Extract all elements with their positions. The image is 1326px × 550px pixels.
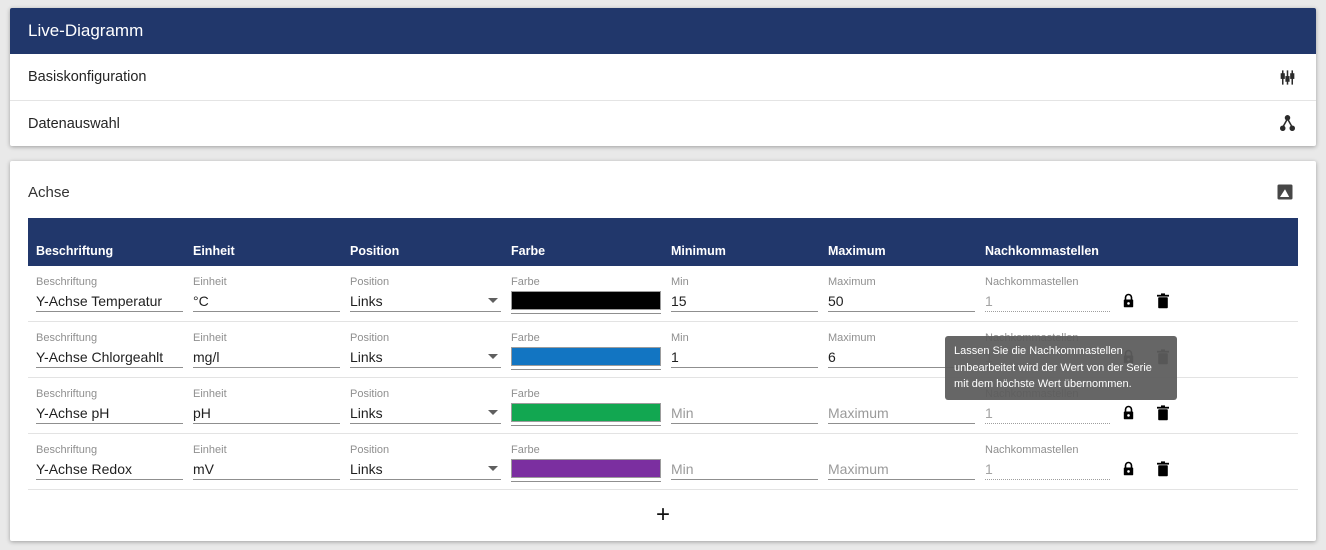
field-label: Beschriftung [36,276,98,288]
axis-table: Beschriftung Einheit Position Farbe Mini… [28,218,1298,540]
page-title: Live-Diagramm [28,21,144,40]
max-input[interactable]: Maximum [828,458,975,480]
field-label: Position [350,332,390,344]
color-swatch [511,459,661,478]
color-input[interactable] [511,291,661,314]
max-input[interactable]: 50 [828,290,975,312]
column-header-position: Position [350,244,400,258]
field-label: Farbe [511,332,540,344]
position-select-value: Links [350,348,383,365]
config-card: Live-Diagramm Basiskonfiguration Datenau… [10,8,1316,146]
field-label: Position [350,276,390,288]
min-input[interactable]: 15 [671,290,818,312]
column-header-beschriftung: Beschriftung [36,244,114,258]
tune-vertical-icon[interactable] [1276,66,1298,88]
nachkommastellen-input: 1 [985,402,1110,424]
section-label: Datenauswahl [28,115,120,132]
column-header-maximum: Maximum [828,244,886,258]
trash-icon[interactable] [1156,461,1170,477]
color-swatch [511,347,661,366]
position-select-value: Links [350,292,383,309]
axis-table-header: Beschriftung Einheit Position Farbe Mini… [28,218,1298,266]
column-header-minimum: Minimum [671,244,726,258]
beschriftung-input[interactable]: Y-Achse Temperatur [36,290,183,312]
chevron-down-icon [488,354,498,359]
beschriftung-input[interactable]: Y-Achse Redox [36,458,183,480]
chevron-down-icon [488,410,498,415]
min-input[interactable]: 1 [671,346,818,368]
color-input[interactable] [511,347,661,370]
field-label: Farbe [511,276,540,288]
column-header-nachkommastellen: Nachkommastellen [985,244,1099,258]
field-label [671,443,818,458]
column-header-einheit: Einheit [193,244,235,258]
beschriftung-input[interactable]: Y-Achse pH [36,402,183,424]
chevron-down-icon [488,466,498,471]
field-label [828,443,975,458]
min-input[interactable]: Min [671,402,818,424]
axis-row: Beschriftung Y-Achse Redox Einheit mV Po… [28,434,1298,490]
field-label: Farbe [511,444,540,456]
nachkommastellen-input: 1 [985,290,1110,312]
color-swatch [511,291,661,310]
position-select[interactable]: Links [350,402,501,424]
field-label: Beschriftung [36,388,98,400]
min-input[interactable]: Min [671,458,818,480]
field-label: Einheit [193,332,227,344]
axis-panel-title: Achse [28,183,70,201]
plus-icon[interactable]: + [655,501,670,528]
lock-icon[interactable] [1122,293,1135,309]
position-select[interactable]: Links [350,346,501,368]
share-fork-icon[interactable] [1276,113,1298,135]
position-select[interactable]: Links [350,290,501,312]
axis-row: Beschriftung Y-Achse Chlorgeahlt Einheit… [28,322,1298,378]
einheit-input[interactable]: °C [193,290,340,312]
trash-icon[interactable] [1156,293,1170,309]
add-axis-row: + [28,490,1298,540]
section-label: Basiskonfiguration [28,69,147,85]
axis-row: Beschriftung Y-Achse Temperatur Einheit … [28,266,1298,322]
window-titlebar: Live-Diagramm [10,8,1316,54]
field-label: Position [350,388,390,400]
field-label: Maximum [828,276,876,288]
position-select-value: Links [350,460,383,477]
position-select-value: Links [350,404,383,421]
field-label: Einheit [193,388,227,400]
color-swatch [511,403,661,422]
field-label: Maximum [828,332,876,344]
field-label: Beschriftung [36,332,98,344]
trash-icon[interactable] [1156,405,1170,421]
einheit-input[interactable]: pH [193,402,340,424]
einheit-input[interactable]: mg/l [193,346,340,368]
image-icon[interactable] [1274,181,1296,203]
field-label: Einheit [193,444,227,456]
column-header-farbe: Farbe [511,244,546,258]
lock-icon[interactable] [1122,405,1135,421]
field-label: Nachkommastellen [985,276,1079,288]
chevron-down-icon [488,298,498,303]
field-label: Min [671,332,689,344]
field-label: Farbe [511,388,540,400]
color-input[interactable] [511,459,661,482]
max-input[interactable]: 6 [828,346,975,368]
field-label: Min [671,276,689,288]
field-label [671,387,818,402]
field-label: Beschriftung [36,444,98,456]
beschriftung-input[interactable]: Y-Achse Chlorgeahlt [36,346,183,368]
color-input[interactable] [511,403,661,426]
section-datenauswahl[interactable]: Datenauswahl [10,100,1316,146]
lock-icon[interactable] [1122,461,1135,477]
nachkommastellen-input: 1 [985,458,1110,480]
nachkommastellen-tooltip: Lassen Sie die Nachkommastellen unbearbe… [945,336,1177,400]
max-input[interactable]: Maximum [828,402,975,424]
axis-panel-header: Achse [10,161,1316,203]
field-label: Nachkommastellen [985,444,1079,456]
field-label: Position [350,444,390,456]
einheit-input[interactable]: mV [193,458,340,480]
position-select[interactable]: Links [350,458,501,480]
field-label: Einheit [193,276,227,288]
section-basiskonfiguration[interactable]: Basiskonfiguration [10,54,1316,100]
